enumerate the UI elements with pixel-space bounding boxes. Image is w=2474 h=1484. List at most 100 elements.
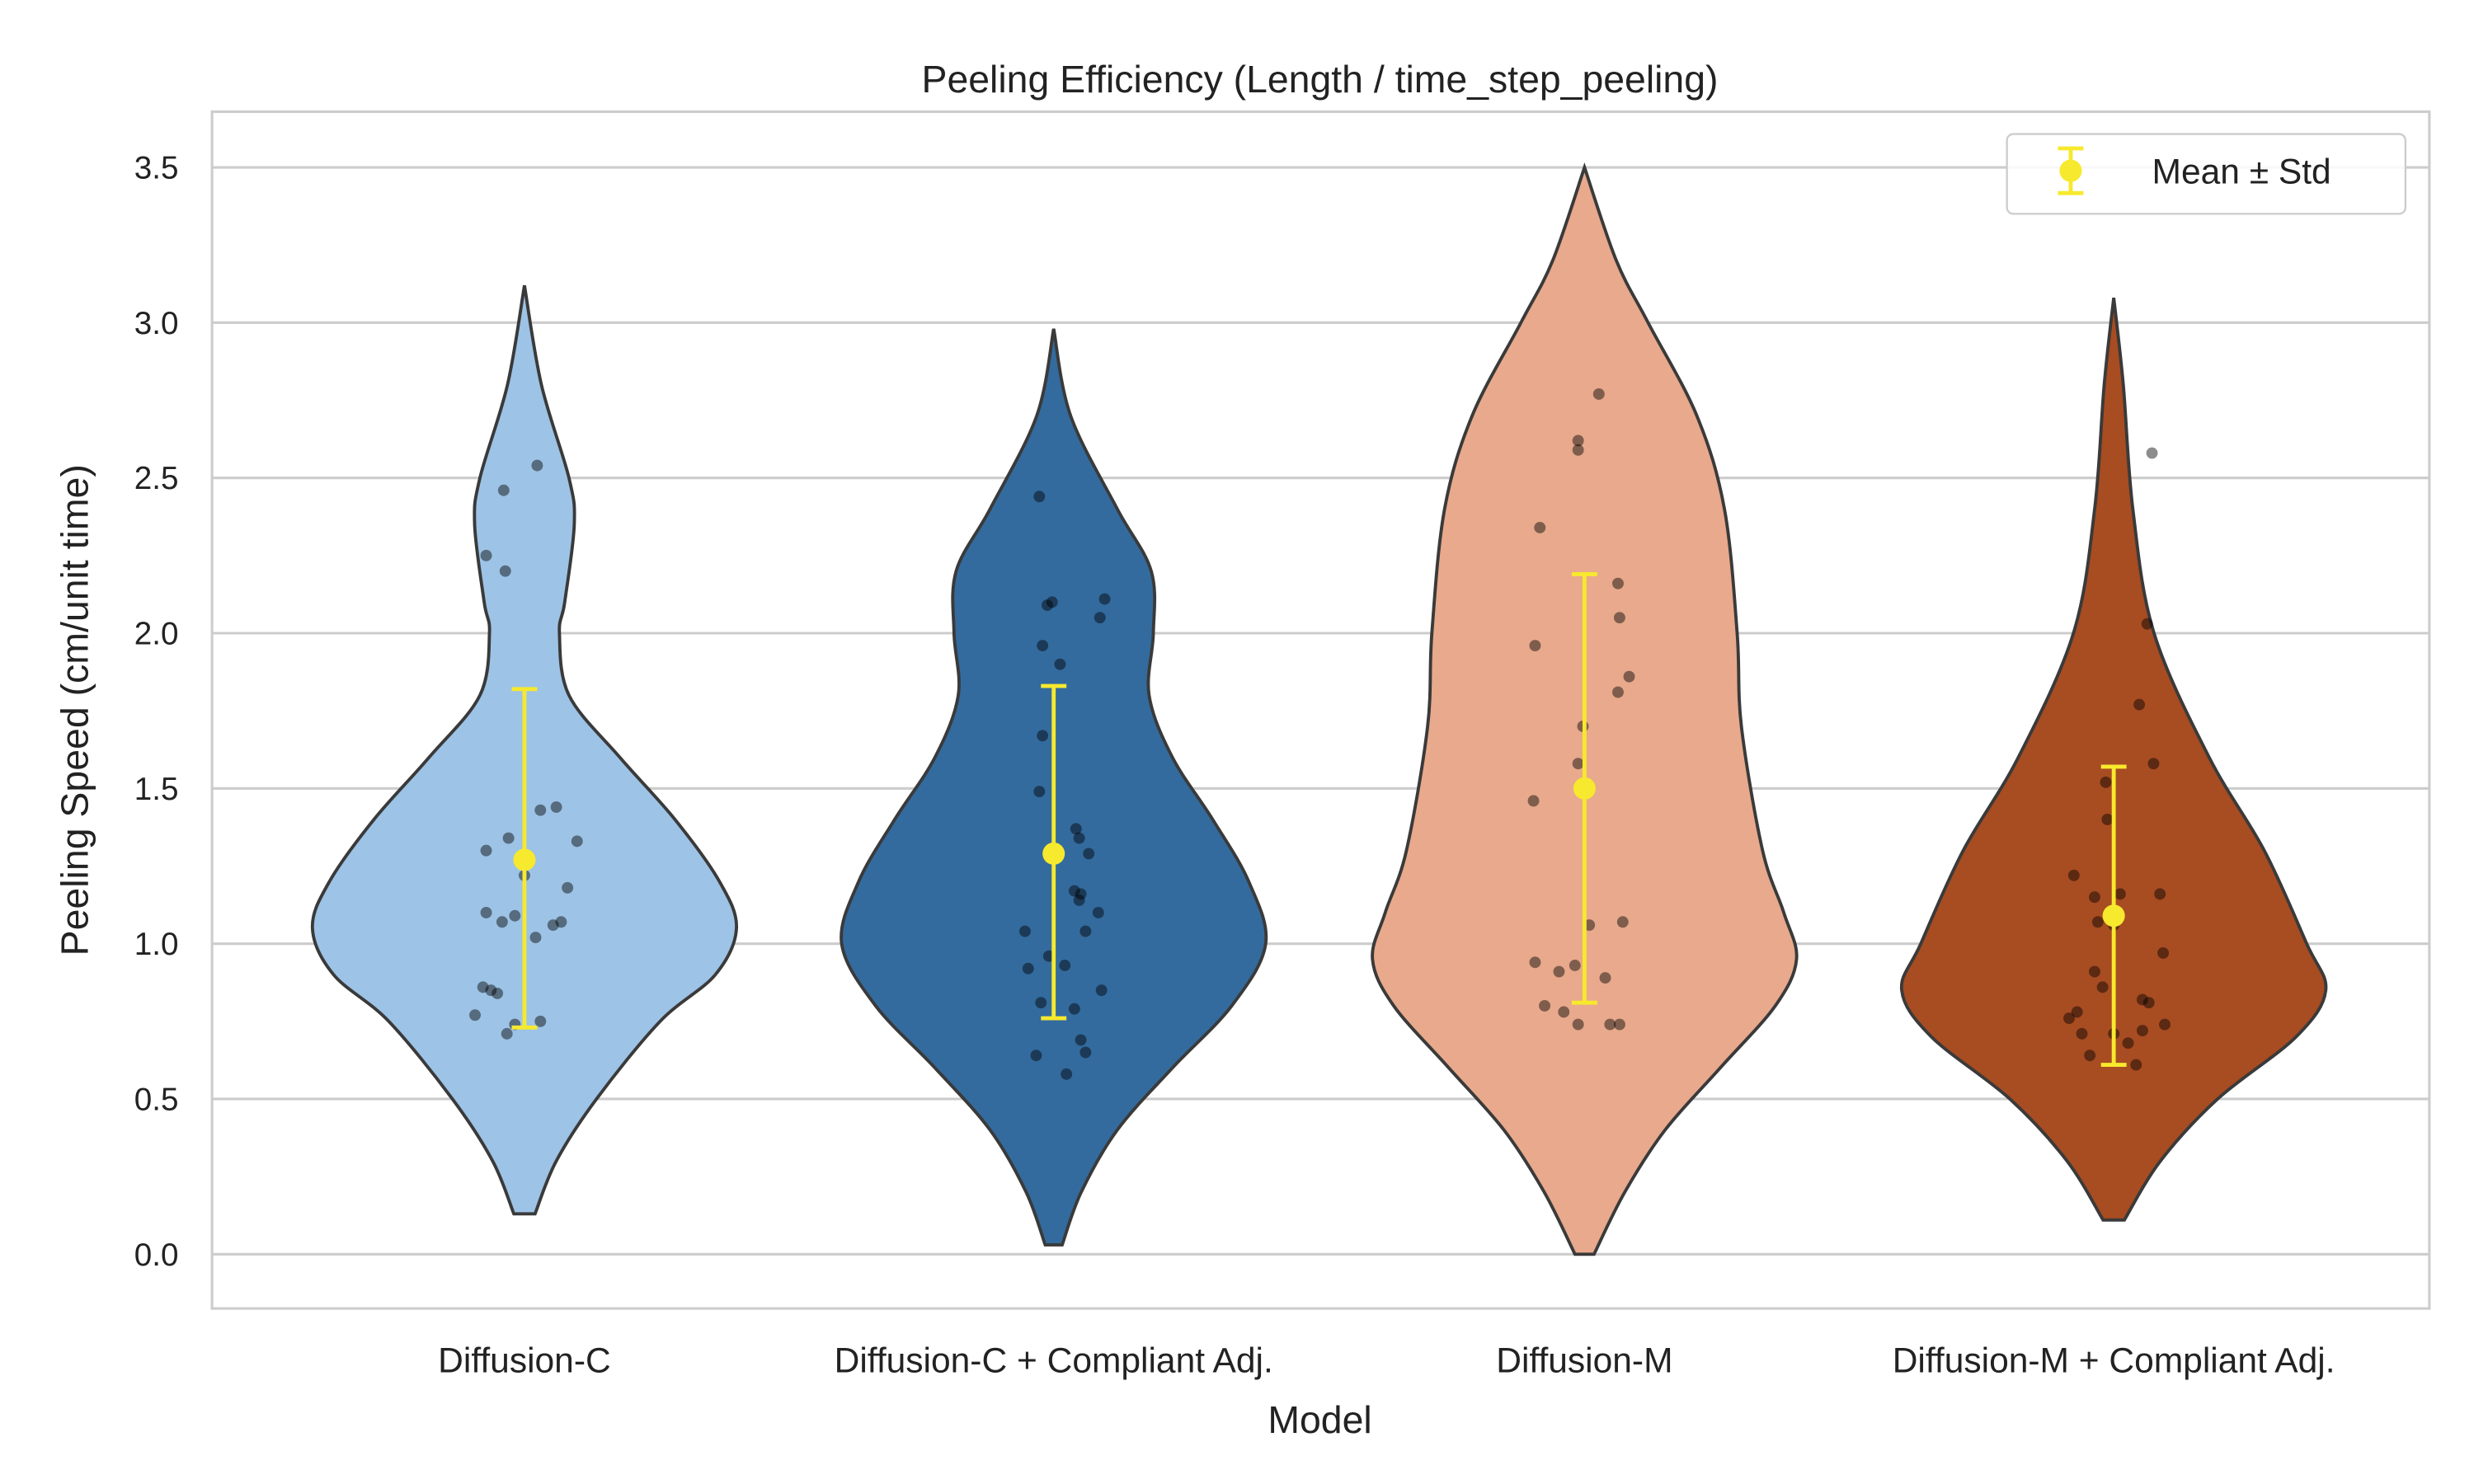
mean-marker	[2102, 904, 2125, 928]
data-point	[1022, 962, 1034, 974]
data-point	[2133, 698, 2146, 711]
data-point	[2063, 1012, 2075, 1025]
data-point	[2076, 1027, 2088, 1040]
data-point	[1098, 593, 1111, 605]
mean-std-errorbar	[2100, 764, 2127, 1067]
data-point	[1616, 916, 1629, 928]
legend-label: Mean ± Std	[2152, 153, 2331, 192]
x-tick-labels: Diffusion-C Diffusion-C + Compliant Adj. D…	[438, 1341, 2335, 1380]
data-point	[1083, 848, 1095, 860]
data-point	[480, 907, 492, 918]
data-point	[1572, 444, 1584, 456]
data-point	[2091, 916, 2104, 928]
data-point	[477, 981, 489, 993]
data-point	[2136, 993, 2148, 1006]
data-point	[2154, 888, 2166, 900]
data-point	[1529, 956, 1541, 969]
data-point	[1059, 960, 1071, 971]
data-point	[480, 549, 492, 561]
data-point	[1037, 640, 1049, 652]
data-point	[1613, 1018, 1625, 1031]
data-point	[1572, 758, 1584, 770]
data-point	[562, 881, 574, 894]
data-point	[1592, 388, 1605, 400]
data-point	[1042, 599, 1053, 612]
violin-body	[1899, 298, 2328, 1222]
x-tick-label: Diffusion-C	[438, 1341, 611, 1380]
mean-marker	[513, 848, 536, 871]
data-point	[2122, 1037, 2134, 1050]
mean-std-errorbar	[1041, 683, 1067, 1021]
data-point	[1558, 1006, 1570, 1018]
data-point	[1599, 972, 1611, 984]
data-point	[1095, 984, 1108, 997]
data-point	[2136, 1025, 2148, 1037]
mean-std-errorbar	[511, 687, 538, 1030]
data-point	[1079, 925, 1092, 937]
data-point	[534, 1015, 547, 1027]
data-point	[1054, 658, 1066, 670]
violins	[310, 162, 2328, 1256]
data-point	[1073, 894, 1085, 906]
data-point	[2157, 946, 2170, 959]
data-point	[1075, 888, 1087, 900]
data-point	[529, 932, 542, 944]
data-point	[1061, 1068, 1073, 1080]
data-point	[555, 916, 567, 928]
data-point	[497, 484, 510, 496]
data-point	[469, 1009, 481, 1021]
legend: Mean ± Std	[2006, 133, 2407, 215]
data-point	[1033, 491, 1046, 503]
mean-marker	[1042, 842, 1065, 865]
data-point	[1035, 997, 1047, 1009]
violin-group	[1899, 298, 2328, 1222]
data-point	[509, 909, 521, 922]
y-tick-label: 0.0	[134, 1237, 179, 1273]
data-point	[1079, 1046, 1092, 1059]
violin-group	[840, 328, 1268, 1247]
data-point	[2071, 1006, 2083, 1018]
data-point	[1068, 885, 1080, 897]
data-point	[2088, 965, 2100, 978]
y-tick-label: 3.0	[134, 306, 179, 341]
data-point	[1527, 795, 1540, 807]
y-tick-label: 2.0	[134, 617, 179, 652]
data-point	[2130, 1059, 2142, 1071]
data-point	[502, 832, 515, 844]
y-tick-label: 3.5	[134, 151, 179, 186]
data-point	[1070, 823, 1082, 835]
data-point	[2114, 888, 2126, 900]
data-point	[485, 984, 497, 997]
y-tick-label: 1.0	[134, 927, 179, 962]
data-point	[492, 987, 504, 999]
data-point	[1623, 670, 1635, 683]
data-point	[1046, 596, 1058, 608]
data-point	[571, 835, 583, 848]
data-point	[2141, 618, 2153, 630]
data-point	[1068, 1003, 1080, 1015]
mean-marker	[1573, 777, 1596, 800]
data-point	[1534, 521, 1546, 533]
data-point	[2101, 814, 2114, 825]
x-tick-label: Diffusion-C + Compliant Adj.	[835, 1341, 1273, 1380]
data-point	[1612, 686, 1624, 698]
data-point	[1604, 1018, 1616, 1031]
y-tick-labels: 0.0 0.5 1.0 1.5 2.0 2.5 3.0 3.5	[134, 151, 179, 1273]
data-point	[547, 919, 559, 932]
data-point	[2100, 776, 2112, 788]
data-point	[1092, 907, 1104, 918]
data-point	[1073, 832, 1085, 844]
y-axis-label: Peeling Speed (cm/unit time)	[53, 464, 96, 956]
data-point	[531, 459, 543, 472]
violin-group	[310, 284, 738, 1216]
data-point	[1037, 730, 1049, 742]
data-point	[501, 1027, 513, 1040]
legend-mean-std-marker	[2058, 146, 2084, 195]
data-point	[2096, 981, 2109, 993]
mean-std-errorbar	[1571, 572, 1597, 1005]
data-point	[1613, 612, 1625, 624]
data-point	[1033, 786, 1046, 798]
y-tick-label: 0.5	[134, 1082, 179, 1117]
data-point	[2147, 758, 2160, 770]
data-point	[1030, 1050, 1042, 1062]
